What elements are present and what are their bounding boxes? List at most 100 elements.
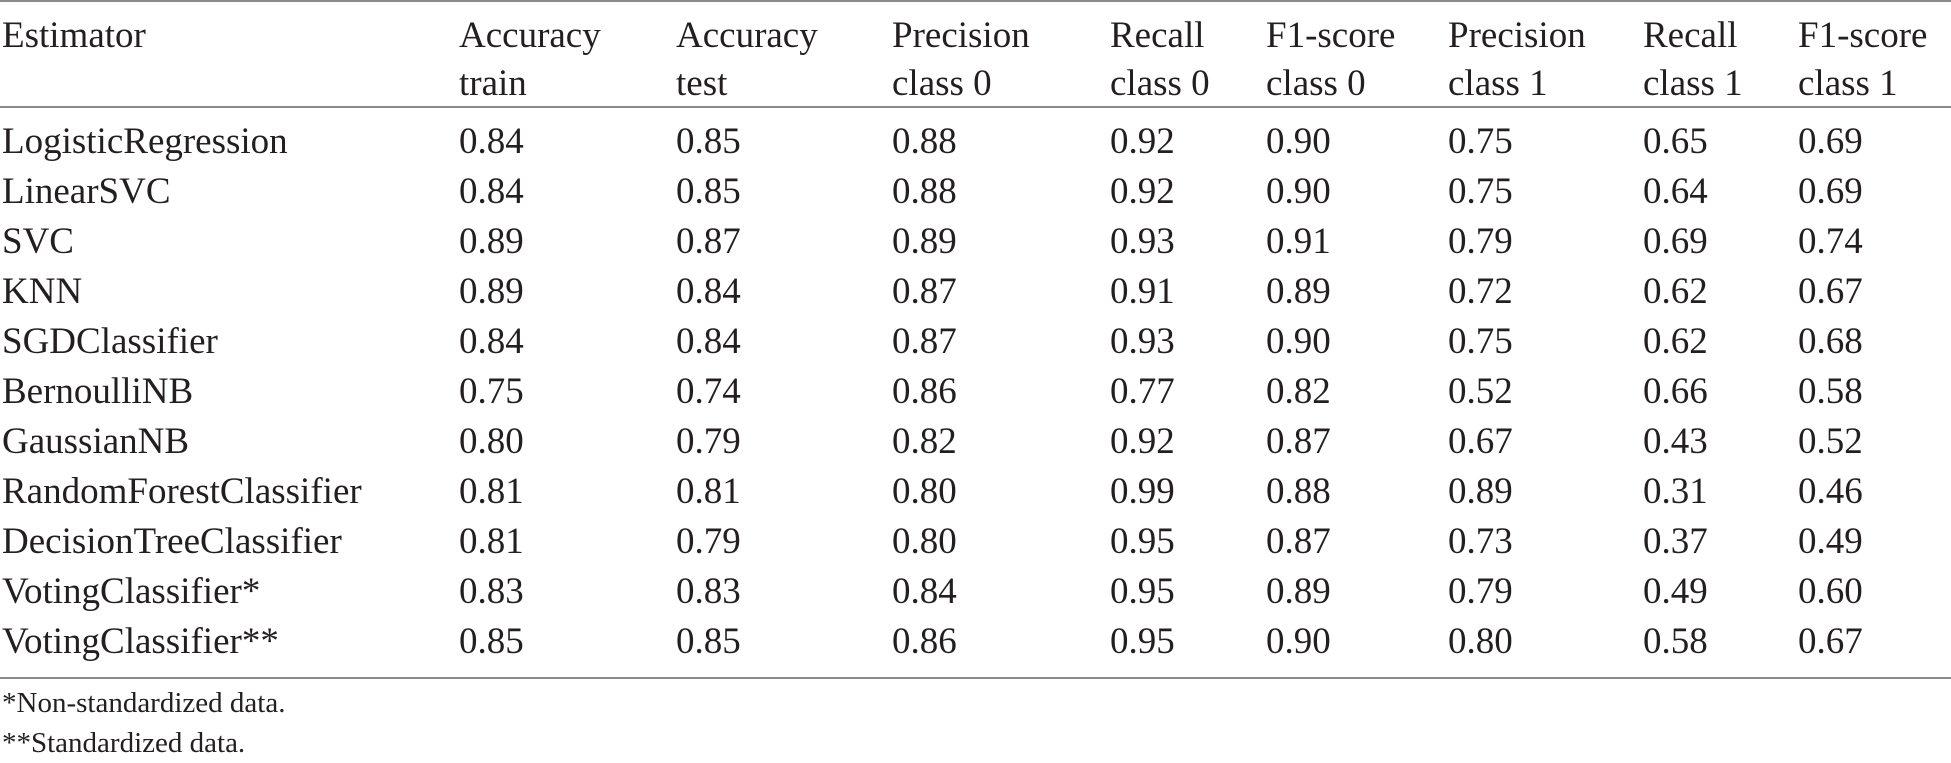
accuracy-test-cell: 0.87 — [676, 221, 741, 262]
precision-class-1-cell: 0.89 — [1448, 471, 1513, 512]
recall-class-0-cell: 0.93 — [1110, 221, 1175, 262]
recall-class-0-cell: 0.91 — [1110, 271, 1175, 312]
accuracy-test-cell: 0.81 — [676, 471, 741, 512]
recall-class-0-cell: 0.93 — [1110, 321, 1175, 362]
accuracy-test-cell: 0.79 — [676, 521, 741, 562]
header-accuracy-train: Accuracy train — [459, 15, 601, 104]
recall-class-0-cell: 0.92 — [1110, 121, 1175, 162]
accuracy-train-cell: 0.89 — [459, 221, 524, 262]
recall-class-0-cell: 0.95 — [1110, 621, 1175, 662]
precision-class-0-cell: 0.86 — [892, 621, 957, 662]
precision-class-0-cell: 0.80 — [892, 471, 957, 512]
f1-class-1-cell: 0.58 — [1798, 371, 1863, 412]
table-row: RandomForestClassifier 0.81 0.81 0.80 0.… — [0, 467, 1951, 517]
precision-class-1-cell: 0.52 — [1448, 371, 1513, 412]
table-row: DecisionTreeClassifier 0.81 0.79 0.80 0.… — [0, 517, 1951, 567]
recall-class-1-cell: 0.49 — [1643, 571, 1708, 612]
precision-class-1-cell: 0.75 — [1448, 321, 1513, 362]
accuracy-test-cell: 0.79 — [676, 421, 741, 462]
accuracy-test-cell: 0.74 — [676, 371, 741, 412]
table-row: LogisticRegression 0.84 0.85 0.88 0.92 0… — [0, 117, 1951, 167]
table-header-rule — [0, 106, 1951, 108]
accuracy-train-cell: 0.84 — [459, 121, 524, 162]
f1-class-0-cell: 0.90 — [1266, 121, 1331, 162]
precision-class-0-cell: 0.88 — [892, 171, 957, 212]
accuracy-test-cell: 0.84 — [676, 271, 741, 312]
recall-class-0-cell: 0.92 — [1110, 171, 1175, 212]
recall-class-0-cell: 0.77 — [1110, 371, 1175, 412]
recall-class-1-cell: 0.43 — [1643, 421, 1708, 462]
f1-class-0-cell: 0.89 — [1266, 571, 1331, 612]
precision-class-0-cell: 0.86 — [892, 371, 957, 412]
footnote-standardized: **Standardized data. — [2, 727, 246, 759]
f1-class-0-cell: 0.90 — [1266, 171, 1331, 212]
footnote-non-standardized: *Non-standardized data. — [2, 687, 286, 719]
recall-class-1-cell: 0.37 — [1643, 521, 1708, 562]
precision-class-0-cell: 0.87 — [892, 271, 957, 312]
header-precision-class-0: Precision class 0 — [892, 15, 1030, 104]
recall-class-0-cell: 0.92 — [1110, 421, 1175, 462]
table-top-rule — [0, 0, 1951, 2]
accuracy-train-cell: 0.81 — [459, 471, 524, 512]
f1-class-0-cell: 0.87 — [1266, 421, 1331, 462]
recall-class-1-cell: 0.31 — [1643, 471, 1708, 512]
recall-class-0-cell: 0.95 — [1110, 571, 1175, 612]
accuracy-train-cell: 0.85 — [459, 621, 524, 662]
recall-class-1-cell: 0.64 — [1643, 171, 1708, 212]
accuracy-train-cell: 0.84 — [459, 321, 524, 362]
f1-class-0-cell: 0.90 — [1266, 321, 1331, 362]
precision-class-0-cell: 0.80 — [892, 521, 957, 562]
estimator-cell: KNN — [2, 271, 83, 312]
estimator-cell: LogisticRegression — [2, 121, 288, 162]
accuracy-test-cell: 0.83 — [676, 571, 741, 612]
f1-class-0-cell: 0.87 — [1266, 521, 1331, 562]
f1-class-1-cell: 0.46 — [1798, 471, 1863, 512]
estimator-cell: SVC — [2, 221, 74, 262]
header-f1-class-1: F1-score class 1 — [1798, 15, 1928, 104]
f1-class-0-cell: 0.89 — [1266, 271, 1331, 312]
recall-class-1-cell: 0.69 — [1643, 221, 1708, 262]
f1-class-1-cell: 0.49 — [1798, 521, 1863, 562]
f1-class-0-cell: 0.82 — [1266, 371, 1331, 412]
accuracy-train-cell: 0.89 — [459, 271, 524, 312]
f1-class-1-cell: 0.67 — [1798, 271, 1863, 312]
recall-class-1-cell: 0.66 — [1643, 371, 1708, 412]
recall-class-0-cell: 0.99 — [1110, 471, 1175, 512]
f1-class-1-cell: 0.68 — [1798, 321, 1863, 362]
precision-class-1-cell: 0.75 — [1448, 171, 1513, 212]
accuracy-train-cell: 0.80 — [459, 421, 524, 462]
header-f1-class-0: F1-score class 0 — [1266, 15, 1396, 104]
estimator-cell: BernoulliNB — [2, 371, 194, 412]
f1-class-1-cell: 0.69 — [1798, 171, 1863, 212]
estimator-cell: LinearSVC — [2, 171, 171, 212]
precision-class-1-cell: 0.80 — [1448, 621, 1513, 662]
table-header: Estimator Accuracy train Accuracy test P… — [0, 12, 1951, 104]
estimator-cell: RandomForestClassifier — [2, 471, 362, 512]
f1-class-0-cell: 0.91 — [1266, 221, 1331, 262]
estimator-cell: VotingClassifier* — [2, 571, 261, 612]
header-recall-class-1: Recall class 1 — [1643, 15, 1743, 104]
recall-class-1-cell: 0.62 — [1643, 321, 1708, 362]
estimator-cell: DecisionTreeClassifier — [2, 521, 342, 562]
recall-class-0-cell: 0.95 — [1110, 521, 1175, 562]
accuracy-test-cell: 0.85 — [676, 121, 741, 162]
estimator-cell: GaussianNB — [2, 421, 190, 462]
table-row: BernoulliNB 0.75 0.74 0.86 0.77 0.82 0.5… — [0, 367, 1951, 417]
precision-class-1-cell: 0.79 — [1448, 571, 1513, 612]
table-row: SVC 0.89 0.87 0.89 0.93 0.91 0.79 0.69 0… — [0, 217, 1951, 267]
f1-class-1-cell: 0.60 — [1798, 571, 1863, 612]
accuracy-train-cell: 0.75 — [459, 371, 524, 412]
precision-class-0-cell: 0.88 — [892, 121, 957, 162]
accuracy-train-cell: 0.81 — [459, 521, 524, 562]
f1-class-1-cell: 0.74 — [1798, 221, 1863, 262]
table-row: VotingClassifier* 0.83 0.83 0.84 0.95 0.… — [0, 567, 1951, 617]
table-row: VotingClassifier** 0.85 0.85 0.86 0.95 0… — [0, 617, 1951, 667]
precision-class-0-cell: 0.82 — [892, 421, 957, 462]
precision-class-1-cell: 0.72 — [1448, 271, 1513, 312]
header-accuracy-test: Accuracy test — [676, 15, 818, 104]
header-recall-class-0: Recall class 0 — [1110, 15, 1210, 104]
table-row: KNN 0.89 0.84 0.87 0.91 0.89 0.72 0.62 0… — [0, 267, 1951, 317]
accuracy-train-cell: 0.84 — [459, 171, 524, 212]
estimator-cell: VotingClassifier** — [2, 621, 279, 662]
table-body: LogisticRegression 0.84 0.85 0.88 0.92 0… — [0, 117, 1951, 667]
